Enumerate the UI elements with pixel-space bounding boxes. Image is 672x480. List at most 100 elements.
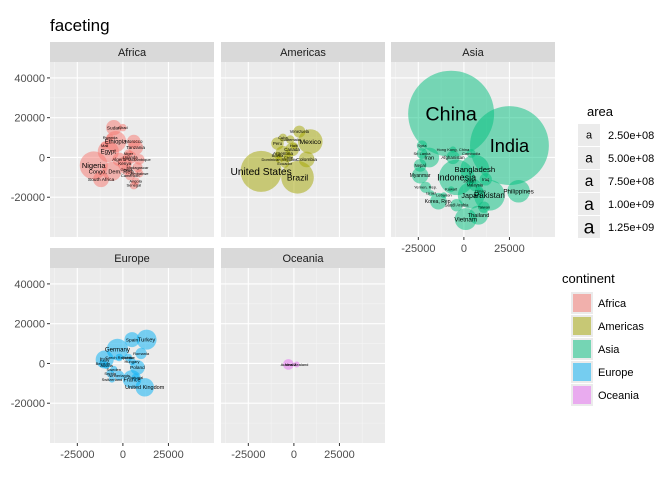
point-label: Korea, Rep. [425, 199, 452, 205]
data-point [115, 353, 124, 362]
point-label: Bolivia [272, 153, 285, 158]
data-point [448, 186, 455, 193]
facet-strip [391, 42, 555, 62]
data-point [416, 148, 428, 159]
data-point [449, 146, 457, 153]
x-tick-label: -25000 [401, 243, 435, 255]
point-label: Venezuela [290, 129, 310, 134]
point-label: Mali [101, 143, 108, 148]
data-point [106, 134, 114, 142]
x-tick-label: -25000 [231, 449, 265, 461]
data-point [411, 167, 429, 184]
point-label: Rwanda [103, 135, 118, 140]
size-legend-key [578, 170, 600, 192]
data-point [293, 361, 300, 368]
y-tick-label: 20000 [14, 319, 45, 331]
data-point [507, 179, 530, 203]
facet-strip-label: Asia [462, 47, 484, 59]
color-legend-swatch [573, 386, 591, 404]
size-legend-key [578, 193, 600, 215]
x-tick-label: 25000 [494, 243, 525, 255]
color-legend-swatch [573, 363, 591, 381]
point-label: Czech Republic [105, 355, 133, 360]
point-layer: China India Indonesia Pakistan Bangladesh Jap… [408, 70, 549, 231]
size-legend-glyph: a [584, 194, 594, 214]
size-legend-glyph: a [585, 150, 593, 165]
point-label: Colombia [296, 157, 317, 163]
size-legend-label: 1.00e+09 [608, 199, 654, 211]
point-label: Malaysia [467, 183, 484, 188]
size-legend-label: 1.25e+09 [608, 222, 654, 234]
point-label: Ghana [121, 167, 134, 172]
point-label: Switzerland [102, 377, 123, 382]
point-label: India [490, 136, 530, 156]
facet-asia: Asia China India Indonesia Pakistan Banglades… [391, 42, 555, 255]
data-point [240, 150, 282, 192]
point-label: Dominican Republic [262, 157, 298, 162]
point-label: Mozambique [128, 157, 152, 162]
data-point [283, 359, 294, 370]
data-point [129, 181, 138, 190]
point-label: Jordan [463, 179, 475, 184]
point-label: Uganda [123, 155, 139, 160]
data-point [124, 332, 140, 348]
data-point [133, 154, 145, 165]
point-layer: Nigeria Egypt Ethiopia Congo, Dem. Rep. Sout… [79, 119, 152, 190]
data-point [466, 149, 476, 158]
point-label: Afghanistan [441, 155, 465, 160]
point-label: Philippines [503, 188, 533, 195]
point-label: Algeria [112, 157, 127, 162]
size-legend-glyph: a [586, 130, 593, 142]
data-point [470, 106, 549, 185]
point-label: Cambodia [462, 151, 481, 156]
data-point [416, 140, 428, 151]
point-label: Mexico [300, 139, 322, 146]
facet-strip-label: Africa [118, 47, 147, 59]
data-point [479, 173, 492, 186]
point-label: Japan [461, 191, 481, 200]
point-label: Belgium [96, 361, 111, 366]
x-tick-label: -25000 [60, 449, 94, 461]
y-tick-label: 0 [39, 152, 45, 164]
data-point [135, 378, 154, 397]
x-tick-label: 25000 [153, 449, 184, 461]
point-label: Sweden [107, 367, 121, 372]
panel-background [221, 268, 385, 443]
y-tick-label: 40000 [14, 73, 45, 85]
point-label: Tanzania [126, 145, 145, 150]
size-legend-label: 7.50e+08 [608, 176, 654, 188]
point-label: South Africa [88, 177, 115, 183]
data-point [446, 150, 460, 165]
x-tick-label: 0 [291, 449, 297, 461]
legend: area a 2.50e+08 a 5.00e+08 a 7.50e+08 a 1.00e+09… [562, 104, 654, 406]
point-label: Australia [281, 362, 297, 367]
point-label: Egypt [101, 150, 117, 156]
point-label: Senegal [126, 183, 141, 188]
point-label: Guatemala [280, 137, 300, 142]
point-label: Nepal [415, 163, 426, 168]
facet-strip-label: Europe [114, 253, 149, 265]
data-point [103, 362, 110, 369]
data-point [290, 142, 298, 149]
data-point [108, 376, 116, 383]
data-point [298, 151, 315, 168]
point-label: Taiwan [478, 205, 490, 210]
data-point [100, 141, 109, 150]
color-legend-label: Oceania [598, 390, 640, 402]
data-point [279, 133, 287, 142]
point-label: France [123, 377, 140, 383]
size-legend-key [578, 124, 600, 146]
point-label: Italy [100, 357, 110, 363]
point-label: Madagascar [126, 165, 149, 170]
point-label: United States [231, 167, 292, 178]
point-label: Kuwait [445, 187, 458, 192]
color-legend-label: Americas [598, 321, 644, 333]
point-label: United Kingdom [125, 385, 165, 391]
point-label: Pakistan [474, 191, 505, 200]
data-point [110, 365, 118, 373]
data-point [119, 123, 127, 132]
data-point [128, 357, 136, 366]
size-legend-label: 2.50e+08 [608, 130, 654, 142]
